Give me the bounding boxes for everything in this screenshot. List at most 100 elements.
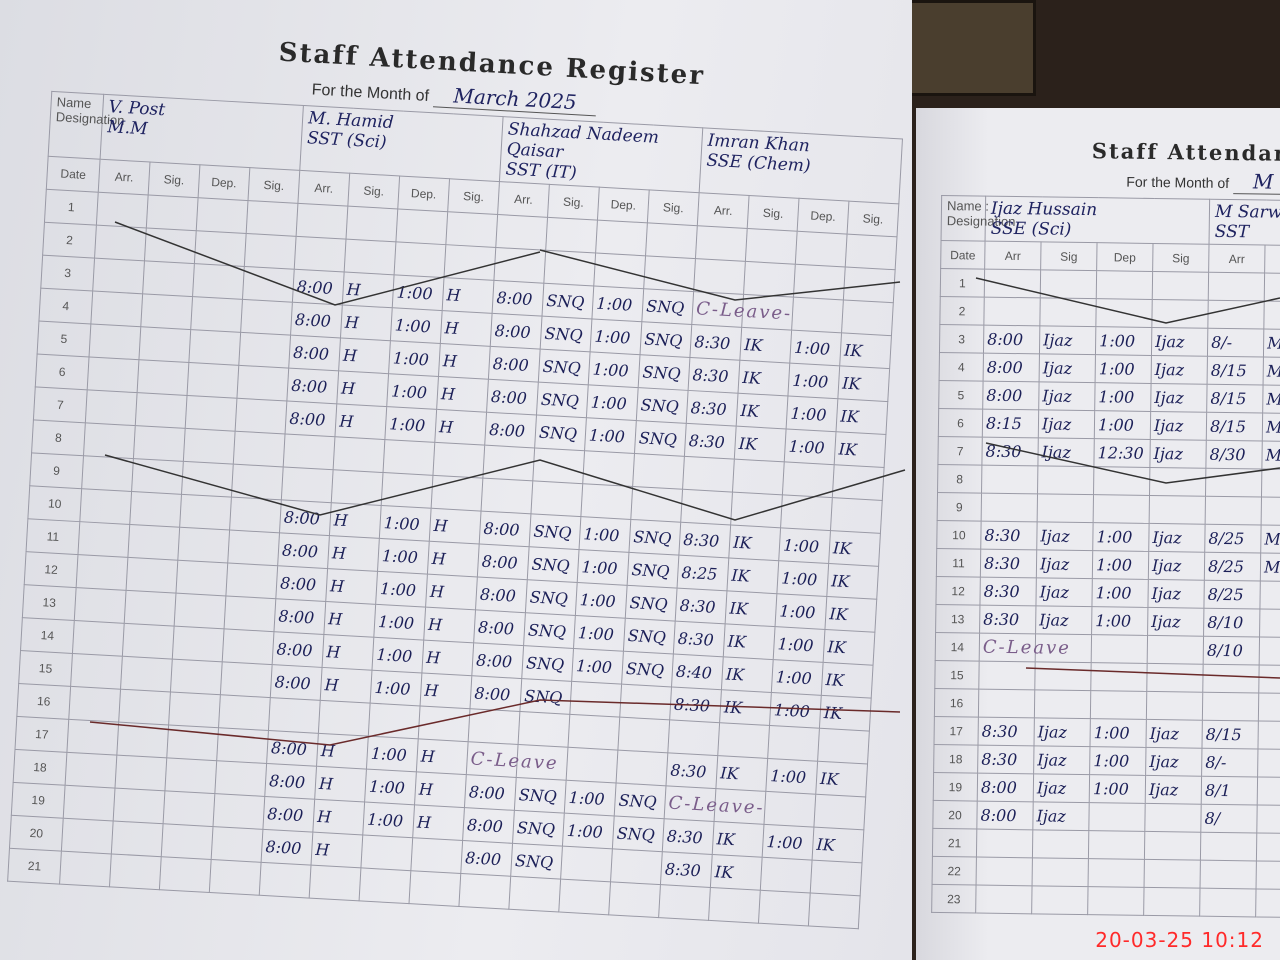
entry-cell [432,442,485,479]
month-label: For the Month of [1126,173,1230,192]
entry-cell: H [327,535,380,572]
entry-cell [617,717,670,753]
entry-cell: H [320,667,373,704]
entry-cell [981,493,1038,522]
entry-cell [394,241,446,278]
entry-cell: Ijaz [1150,383,1208,413]
entry-cell [185,395,237,432]
entry-cell [1090,690,1147,720]
entry-cell [129,491,182,528]
entry-cell: H [423,607,476,643]
entry-cell [331,469,384,506]
entry-cell [1256,804,1280,834]
entry-cell: IK [815,761,868,797]
entry-cell [482,445,535,481]
entry-cell [468,708,520,745]
date-cell: 7 [937,436,983,466]
entry-cell: 8:30 [977,717,1035,746]
entry-cell: IK [715,755,768,792]
entry-cell: 8:15 [982,409,1039,438]
entry-cell: 8:00 [266,730,319,767]
date-cell: 21 [932,828,977,858]
entry-cell: Ijaz [1036,549,1093,579]
entry-cell: SNQ [634,420,687,457]
entry-cell [978,661,1036,690]
month-value: March 2025 [432,82,598,117]
entry-cell [791,297,844,333]
entry-cell: 1:00 [590,318,642,355]
entry-cell: Ijaz [1148,551,1205,581]
entry-cell [843,266,896,303]
entry-cell: 8/10 [1203,636,1260,665]
entry-cell: 1:00 [1089,718,1147,748]
entry-cell: IK [837,365,890,402]
entry-cell [658,884,711,921]
entry-cell [127,524,180,561]
entry-cell [1256,832,1280,862]
entry-cell: 1:00 [769,692,822,729]
entry-cell: 8:30 [689,324,742,361]
entry-cell [172,626,225,662]
entry-cell: 1:00 [786,395,838,432]
entry-cell [1037,493,1094,523]
entry-cell [1258,720,1280,750]
entry-cell [717,722,770,759]
entry-cell [222,628,275,665]
entry-cell [667,719,720,756]
entry-cell [294,236,347,273]
staff-designation: SSE (Sci) [990,218,1072,240]
entry-cell [259,862,312,899]
entry-cell [225,562,278,599]
entry-cell: MSJ [1262,413,1280,442]
entry-cell: 8:00 [492,280,544,317]
entry-cell: 8/15 [1206,412,1263,442]
entry-cell [79,488,132,525]
entry-cell [645,222,698,259]
entry-cell: H [420,672,472,709]
entry-cell [1144,859,1201,889]
entry-cell [1032,829,1089,859]
entry-cell: Ijaz [1032,801,1090,831]
entry-cell [976,829,1033,858]
entry-cell [817,728,870,765]
entry-cell: H [416,738,469,775]
entry-cell [74,587,127,624]
entry-cell: 8:00 [261,829,313,866]
date-cell: 2 [42,222,97,259]
date-cell: 18 [933,744,978,774]
entry-cell: IK [828,530,881,567]
entry-cell [174,593,226,629]
staff-header: Ijaz Hussain SSE (Sci) [985,196,1210,245]
entry-cell [793,264,846,300]
entry-cell: SNQ [527,546,580,583]
entry-cell [229,497,282,533]
entry-cell [745,228,798,265]
entry-cell [813,794,866,830]
entry-cell [1261,468,1280,498]
entry-cell [1090,662,1148,692]
staff-name: M Sarwat Jav [1214,201,1280,224]
date-cell: 6 [938,408,983,438]
entry-cell: 8:00 [982,381,1040,410]
column-header: Arr. [297,170,350,207]
entry-cell: 8:00 [460,840,513,877]
entry-cell: SNQ [641,288,694,325]
entry-cell: H [340,304,393,341]
designation-label: Designation [55,109,125,129]
entry-cell [1040,269,1097,299]
month-line: For the Month of M [1126,168,1280,196]
entry-cell: Ijaz [1145,775,1202,805]
entry-cell [309,865,361,901]
entry-cell: 1:00 [1091,578,1149,608]
right-register-page: Staff Attendan For the Month of M Name :… [916,108,1280,960]
entry-cell: 1:00 [577,549,629,586]
entry-cell [235,398,287,434]
entry-cell: Ijaz [1147,607,1204,637]
entry-cell [177,527,230,563]
column-header: Dep. [397,175,450,212]
entry-cell: SNQ [612,815,665,852]
entry-cell: Ijaz [1145,719,1203,749]
entry-cell: SNQ [542,283,594,319]
entry-cell [142,260,195,297]
entry-cell: 12:30 [1093,438,1151,468]
